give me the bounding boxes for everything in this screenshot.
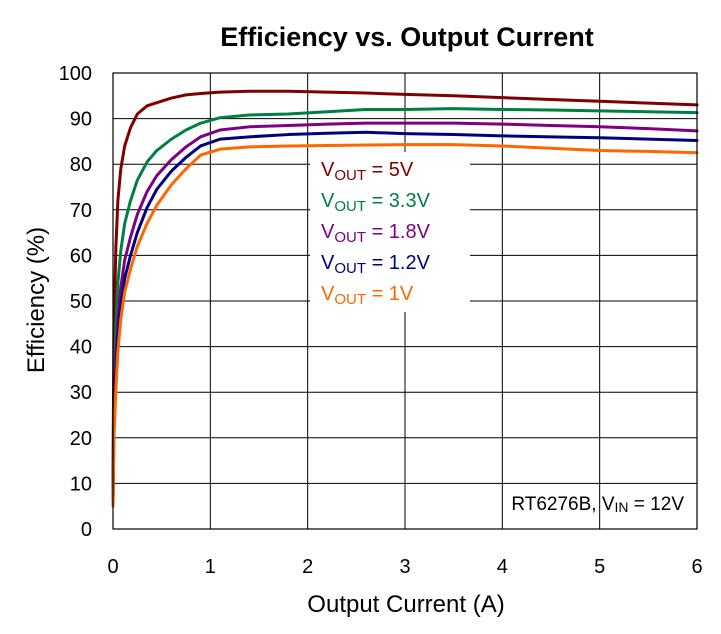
y-tick-label: 10 — [70, 473, 92, 495]
x-tick-label: 0 — [107, 556, 118, 578]
legend-entry-value: = 5V — [366, 159, 414, 181]
series-line-0 — [111, 89, 699, 476]
x-tick-label: 6 — [691, 556, 702, 578]
legend-entry-0: VOUT = 5V — [321, 159, 414, 184]
legend-entry-sub: OUT — [334, 291, 366, 308]
x-tick-label: 4 — [497, 556, 508, 578]
y-tick-label: 90 — [70, 109, 92, 131]
y-tick-label: 30 — [70, 382, 92, 404]
x-tick-label: 1 — [205, 556, 216, 578]
legend-entry-1: VOUT = 3.3V — [321, 190, 431, 215]
series-line-3 — [111, 130, 699, 504]
legend-entry-sub: OUT — [334, 167, 366, 184]
legend-entry-value: = 1.2V — [366, 252, 431, 274]
legend-background — [310, 152, 470, 312]
x-tick-label: 3 — [399, 556, 410, 578]
legend-entry-sub: OUT — [334, 229, 366, 246]
legend-entry-main: V — [321, 190, 335, 212]
series-line-2 — [111, 121, 699, 499]
annotation-prefix: RT6276B, V — [511, 494, 614, 515]
x-axis-title: Output Current (A) — [307, 591, 504, 618]
x-tick-label: 5 — [594, 556, 605, 578]
legend-entry-main: V — [321, 252, 335, 274]
series-lines — [111, 89, 699, 508]
legend-entry-2: VOUT = 1.8V — [321, 221, 431, 246]
x-tick-labels: 0 1 2 3 4 5 6 — [107, 556, 702, 578]
annotation-subscript: IN — [615, 499, 629, 515]
series-line-1 — [111, 107, 699, 495]
series-line-4 — [111, 143, 699, 508]
y-tick-label: 20 — [70, 428, 92, 450]
legend-entry-value: = 1.8V — [366, 221, 431, 243]
legend-entry-main: V — [321, 283, 335, 305]
legend-entry-sub: OUT — [334, 198, 366, 215]
y-tick-label: 40 — [70, 337, 92, 359]
legend-entry-sub: OUT — [334, 260, 366, 277]
y-tick-label: 0 — [81, 519, 92, 541]
legend-entry-main: V — [321, 221, 335, 243]
chip-annotation: RT6276B, VIN = 12V — [511, 494, 684, 515]
legend-entry-main: V — [321, 159, 335, 181]
legend-entry-3: VOUT = 1.2V — [321, 252, 431, 277]
y-tick-label: 60 — [70, 245, 92, 267]
y-tick-label: 100 — [59, 63, 92, 85]
y-tick-label: 70 — [70, 200, 92, 222]
y-tick-label: 80 — [70, 154, 92, 176]
chart-title: Efficiency vs. Output Current — [220, 22, 594, 52]
y-tick-labels: 0 10 20 30 40 50 60 70 80 90 100 — [59, 63, 92, 541]
x-tick-label: 2 — [302, 556, 313, 578]
y-axis-title: Efficiency (%) — [23, 227, 50, 373]
annotation-suffix: = 12V — [629, 494, 685, 515]
legend-entry-value: = 3.3V — [366, 190, 431, 212]
plot-frame — [112, 72, 698, 530]
y-tick-label: 50 — [70, 291, 92, 313]
legend-entry-4: VOUT = 1V — [321, 283, 414, 308]
legend-entry-value: = 1V — [366, 283, 414, 305]
